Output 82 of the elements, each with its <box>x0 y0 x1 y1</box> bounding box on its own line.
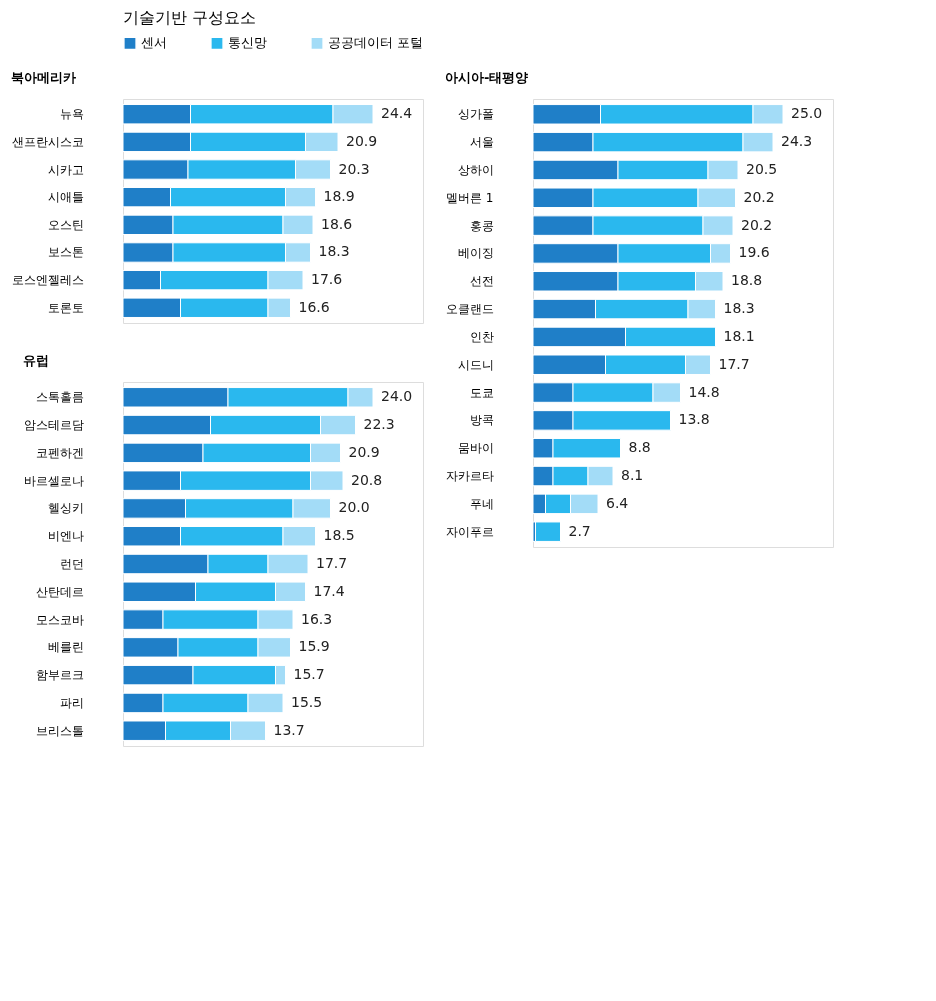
legend-label: 통신망 <box>228 35 267 51</box>
y-tick-label: 산탄데르 <box>35 584 84 599</box>
annotation: 20.3 <box>338 160 370 177</box>
y-tick-label: 싱가폴 <box>457 107 494 122</box>
annotation: 18.3 <box>318 243 350 260</box>
y-tick-label: 코펜하겐 <box>35 445 84 460</box>
chart-title: 아시아-태평양 <box>445 70 529 85</box>
annotation: 8.8 <box>628 439 651 456</box>
y-tick-label: 보스톤 <box>47 245 84 260</box>
annotation: 24.4 <box>381 105 413 122</box>
y-tick-label: 오클랜드 <box>445 302 494 317</box>
y-tick-label: 시카고 <box>47 162 84 177</box>
y-tick-label: 파리 <box>59 695 84 710</box>
y-tick-label: 뭄바이 <box>457 441 494 456</box>
annotation: 16.3 <box>301 610 333 627</box>
annotation: 17.4 <box>313 582 345 599</box>
y-tick-label: 방콕 <box>469 413 494 428</box>
annotation: 24.3 <box>781 133 813 150</box>
annotation: 24.0 <box>381 388 413 405</box>
annotation: 20.9 <box>348 443 380 460</box>
y-tick-label: 자카르타 <box>445 469 494 484</box>
y-tick-label: 시드니 <box>457 357 494 372</box>
y-tick-label: 스톡홀름 <box>35 390 84 405</box>
y-tick-label: 토론토 <box>47 300 84 315</box>
y-tick-label: 시애틀 <box>47 190 84 205</box>
annotation: 17.6 <box>311 271 343 288</box>
annotation: 8.1 <box>621 467 644 484</box>
y-tick-label: 바르셀로나 <box>23 473 84 488</box>
annotation: 15.7 <box>293 666 325 683</box>
y-tick-label: 런던 <box>59 557 84 571</box>
annotation: 17.7 <box>718 355 750 372</box>
annotation: 20.8 <box>351 471 383 488</box>
annotation: 13.8 <box>678 411 710 428</box>
annotation: 18.8 <box>731 272 763 289</box>
annotation: 15.5 <box>291 693 323 710</box>
y-tick-label: 인찬 <box>469 329 494 344</box>
y-tick-label: 브리스톨 <box>35 723 84 738</box>
annotation: 6.4 <box>606 494 629 511</box>
annotation: 20.2 <box>741 216 773 233</box>
annotation: 18.5 <box>323 527 355 544</box>
y-tick-label: 로스엔젤레스 <box>11 273 84 288</box>
legend-label: 센서 <box>141 35 167 51</box>
annotation: 16.6 <box>298 298 330 315</box>
annotation: 13.7 <box>273 721 305 738</box>
annotation: 25.0 <box>791 105 823 122</box>
annotation: 20.2 <box>743 188 775 205</box>
y-tick-label: 모스코바 <box>35 612 84 627</box>
annotation: 19.6 <box>738 244 770 261</box>
y-tick-label: 뉴욕 <box>59 107 84 122</box>
annotation: 18.1 <box>723 327 755 344</box>
y-tick-label: 베를린 <box>47 640 84 655</box>
annotation: 20.0 <box>338 499 370 516</box>
y-tick-label: 상하이 <box>457 162 494 177</box>
y-tick-label: 도쿄 <box>469 385 494 400</box>
y-tick-label: 함부르크 <box>35 668 84 683</box>
annotation: 20.9 <box>346 132 378 149</box>
y-tick-label: 푸네 <box>469 496 494 511</box>
annotation: 18.3 <box>723 300 755 317</box>
annotation: 22.3 <box>363 416 395 433</box>
y-tick-label: 멜버른 1 <box>446 190 494 205</box>
y-tick-label: 홍콩 <box>469 218 494 233</box>
y-tick-label: 암스테르담 <box>23 418 84 433</box>
annotation: 17.7 <box>316 555 348 571</box>
legend-label: 공공데이터 포털 <box>328 35 424 51</box>
bar <box>535 521 561 542</box>
chart-title: 북아메리카 <box>11 70 76 85</box>
y-tick-label: 베이징 <box>457 246 494 261</box>
annotation: 18.9 <box>323 188 355 205</box>
y-tick-label: 자이푸르 <box>445 524 494 539</box>
y-tick-label: 샌프란시스코 <box>11 134 84 149</box>
annotation: 18.6 <box>321 215 353 232</box>
y-tick-label: 헬싱키 <box>47 501 84 516</box>
annotation: 2.7 <box>568 522 591 539</box>
annotation: 20.5 <box>746 160 778 177</box>
annotation: 15.9 <box>298 638 330 655</box>
chart-title: 유럽 <box>23 353 49 368</box>
y-tick-label: 서울 <box>469 135 494 150</box>
annotation: 14.8 <box>688 383 720 400</box>
y-tick-label: 선전 <box>469 274 494 289</box>
legend-title: 기술기반 구성요소 <box>123 8 257 27</box>
y-tick-label: 오스틴 <box>47 217 84 232</box>
y-tick-label: 비엔나 <box>47 529 84 544</box>
